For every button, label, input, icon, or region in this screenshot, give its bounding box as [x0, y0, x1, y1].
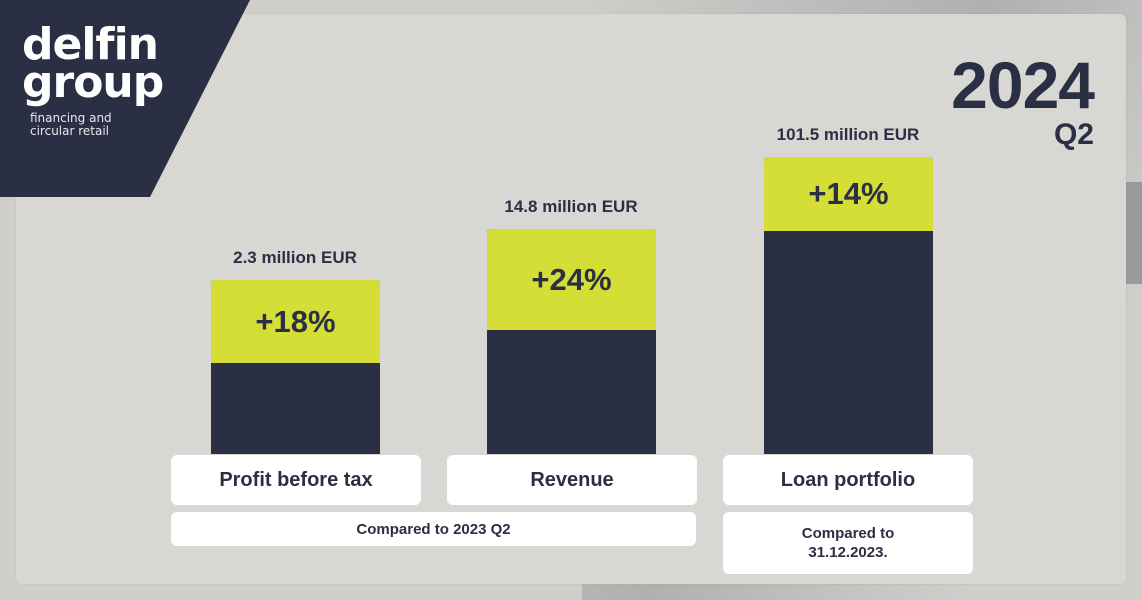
quarter-label: Q2 — [1053, 118, 1094, 151]
category-label: Profit before tax — [171, 455, 421, 505]
comparison-note-1-text: Compared to 2023 Q2 — [356, 520, 511, 538]
growth-label: +24% — [487, 229, 656, 330]
logo-word-2: group — [22, 57, 164, 108]
value-label: 2.3 million EUR — [233, 248, 357, 267]
bar: +24% — [487, 229, 656, 454]
side-tab — [1126, 182, 1142, 284]
logo-tagline-1: financing and — [30, 111, 112, 125]
growth-label: +14% — [764, 157, 933, 231]
logo-tagline-2: circular retail — [30, 124, 110, 138]
period-label: 2024 Q2 — [951, 48, 1095, 151]
value-label: 101.5 million EUR — [776, 125, 920, 144]
comparison-note-2-line2: 31.12.2023. — [808, 544, 888, 561]
growth-label: +18% — [211, 280, 380, 363]
category-label: Loan portfolio — [723, 455, 973, 505]
bar: +18% — [211, 280, 380, 454]
value-label: 14.8 million EUR — [504, 197, 638, 216]
company-logo: delfin group financing and circular reta… — [22, 19, 164, 138]
bar: +14% — [764, 157, 933, 454]
comparison-note-2-line1: Compared to — [801, 525, 895, 542]
logo-word-1: delfin — [22, 19, 159, 70]
infographic-card: 2024 Q2 2.3 million EUR +18% Profit before… — [16, 14, 1126, 584]
category-label: Revenue — [447, 455, 697, 505]
year-label: 2024 — [951, 48, 1095, 122]
comparison-note-2: Compared to 31.12.2023. — [723, 512, 973, 574]
comparison-note-1: Compared to 2023 Q2 — [171, 512, 696, 546]
